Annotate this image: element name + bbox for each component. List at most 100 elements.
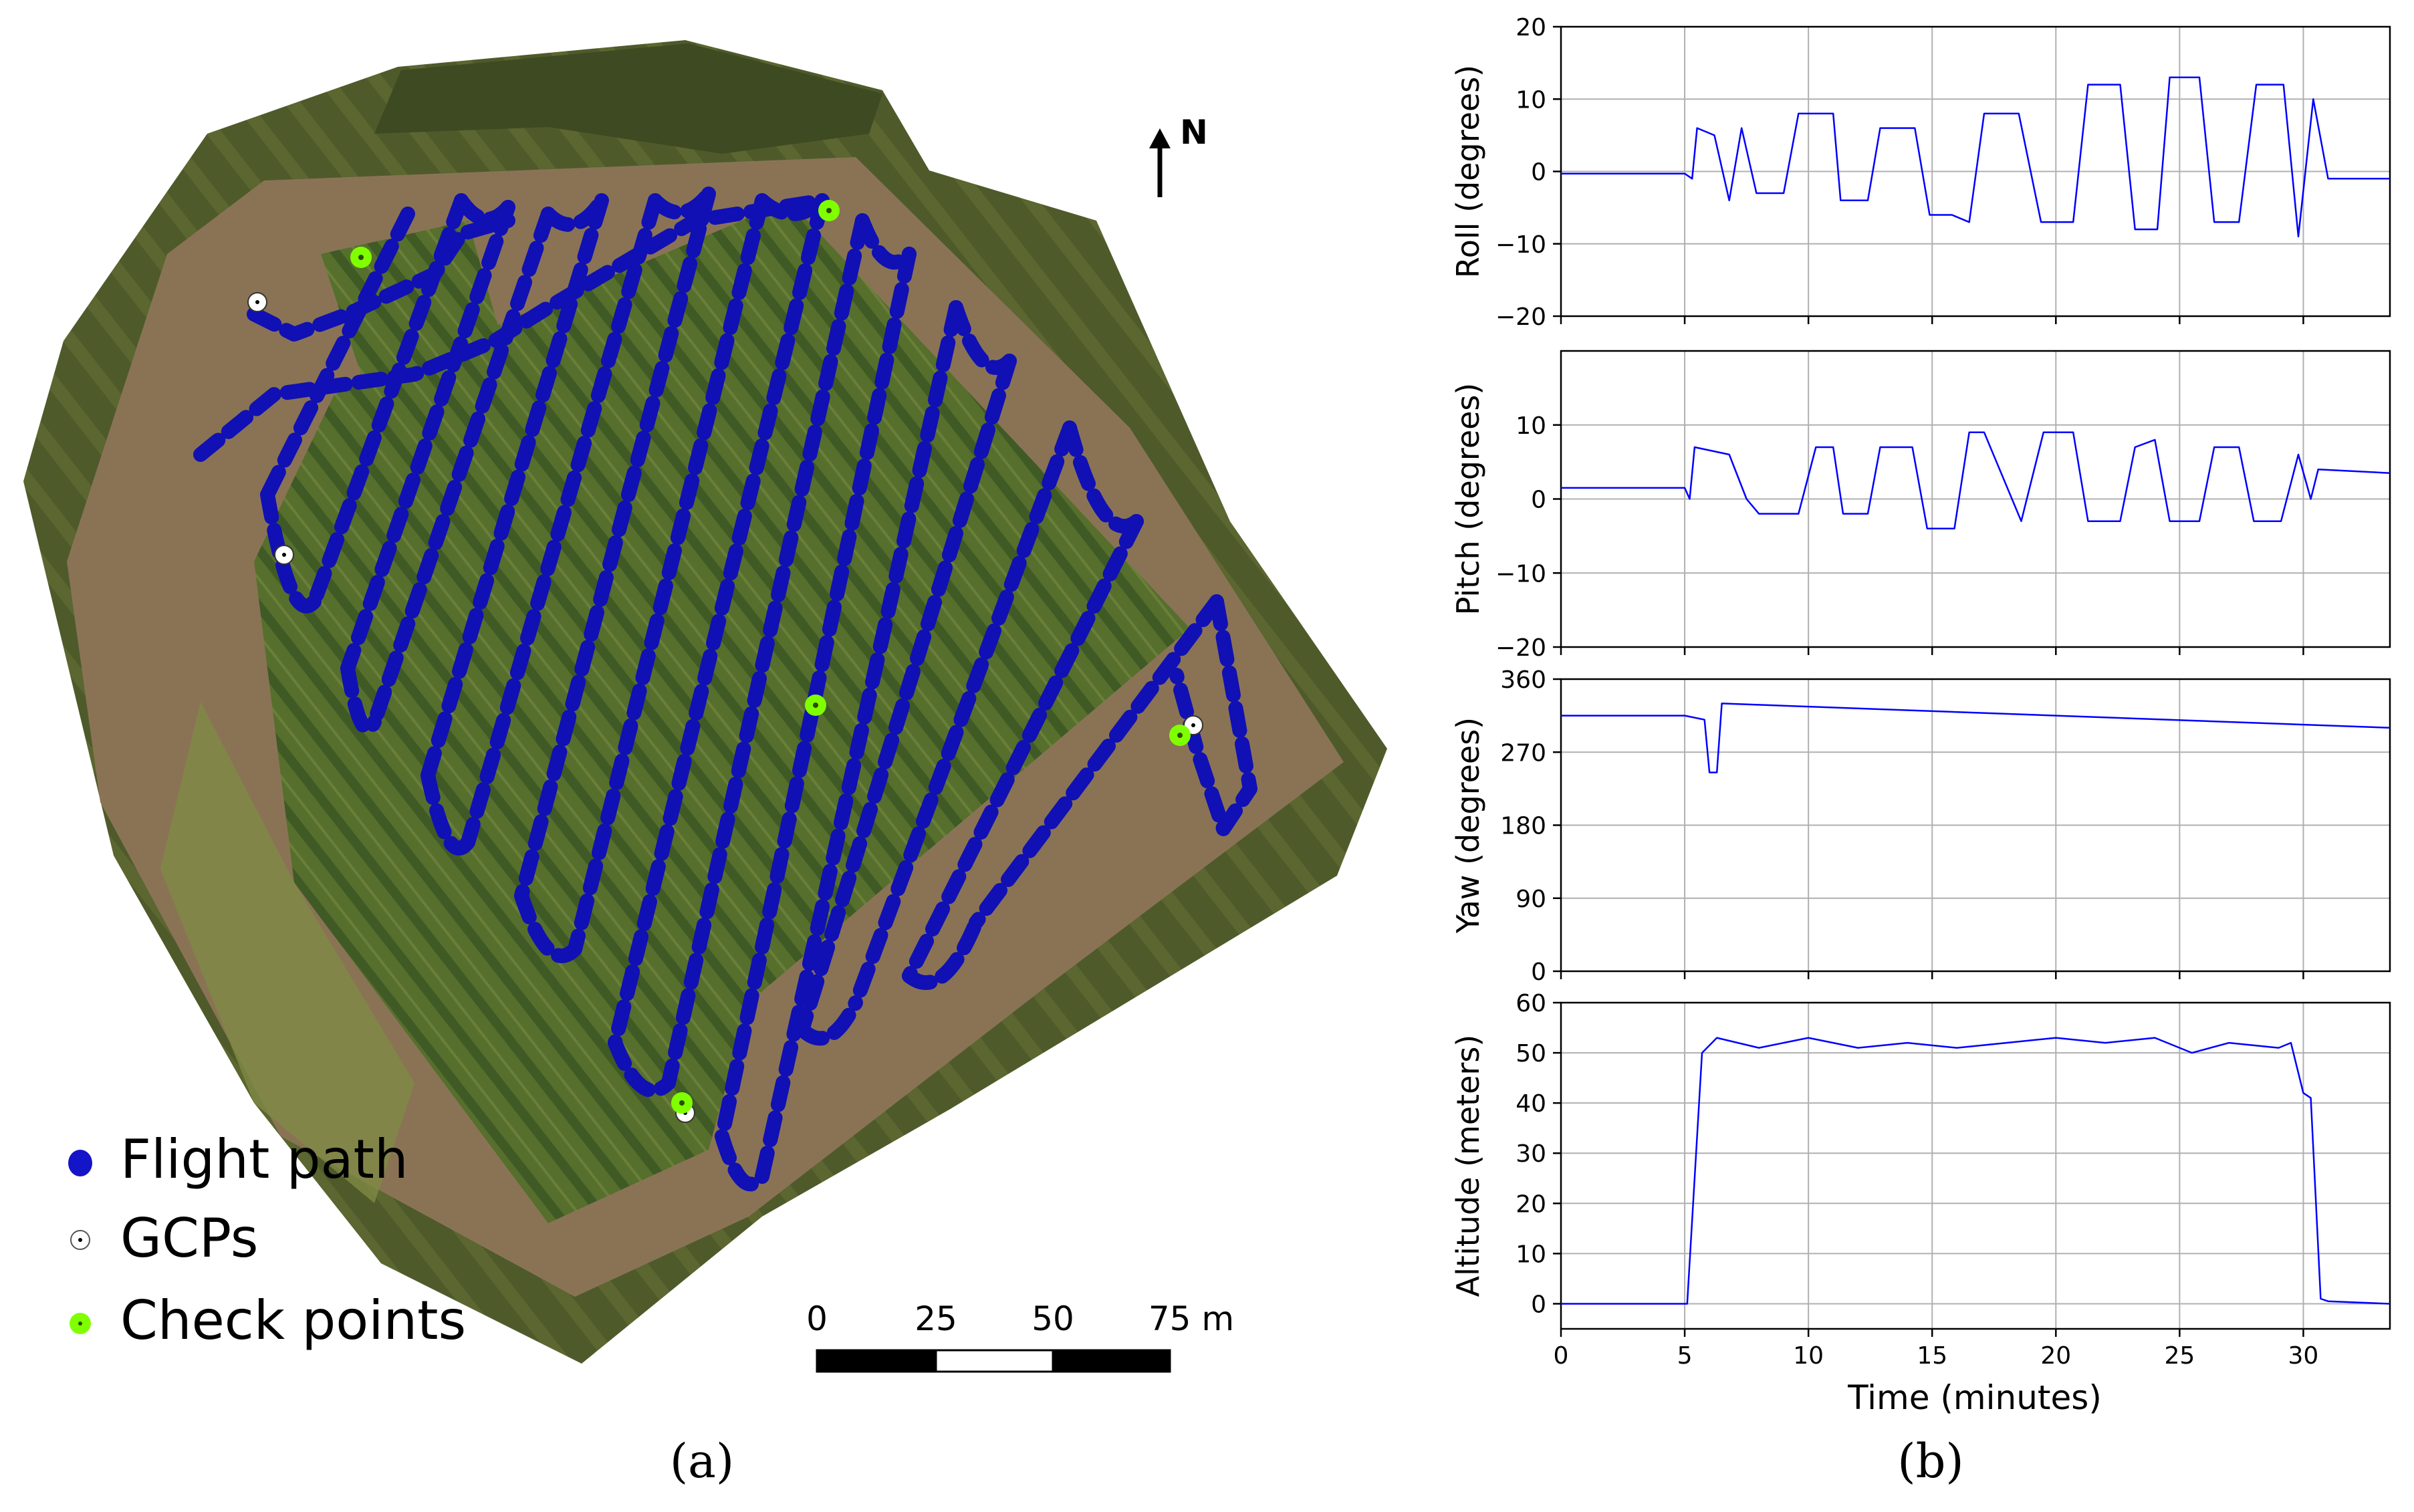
x-tick-label: 15	[1917, 1342, 1947, 1370]
y-tick-label: −20	[1495, 634, 1546, 662]
flight-path-pass	[795, 354, 1017, 1037]
flight-path-connector	[193, 193, 830, 462]
x-tick-label: 30	[2288, 1342, 2319, 1370]
y-tick-label: 20	[1516, 14, 1546, 41]
scale-tick-0: 0	[806, 1299, 828, 1338]
gcp-center	[255, 300, 259, 304]
flight-path-turn	[795, 995, 863, 1046]
flight-path-legend-icon	[68, 1150, 92, 1176]
x-tick-label: 5	[1677, 1342, 1693, 1370]
check-point-center	[679, 1100, 685, 1106]
roll-chart: −20 −10 0 10 20 Roll (degrees)	[1450, 14, 2391, 331]
flight-path-turn	[608, 1035, 676, 1098]
y-tick-label: 10	[1516, 86, 1546, 114]
flight-path-turn	[715, 1129, 769, 1192]
pitch-chart: −20 −10 0 10 Pitch (degrees)	[1450, 350, 2391, 662]
y-tick-label: −20	[1495, 303, 1546, 331]
flight-path-turn	[902, 915, 983, 990]
flight-path-turn	[340, 661, 382, 736]
flight-path-pass	[420, 193, 609, 783]
scale-tick-50: 50	[1032, 1299, 1074, 1338]
y-tick-label: 270	[1500, 739, 1546, 767]
flight-path-pass	[902, 514, 1144, 983]
check-point-center	[1177, 733, 1183, 738]
scale-tick-75: 75 m	[1149, 1299, 1234, 1338]
flight-path-pass	[568, 193, 769, 957]
flight-path-pass	[340, 200, 515, 676]
check-point-legend-dot	[78, 1321, 82, 1326]
y-tick-label: 50	[1516, 1040, 1546, 1067]
flight-path-pass	[514, 186, 716, 903]
flight-path-pass	[969, 594, 1224, 930]
y-tick-label: 360	[1500, 666, 1546, 694]
x-tick-label: 25	[2164, 1342, 2195, 1370]
y-tick-label: 0	[1531, 959, 1546, 986]
check-point-center	[358, 255, 364, 260]
altitude-axes-frame	[1560, 1001, 2391, 1330]
x-tick-label: 10	[1793, 1342, 1824, 1370]
y-tick-label: 60	[1516, 990, 1546, 1017]
gcp-legend-dot	[78, 1238, 82, 1242]
x-tick-label: 20	[2040, 1342, 2071, 1370]
check-point-marker	[805, 695, 826, 716]
y-tick-label: −10	[1495, 560, 1546, 588]
caption-a: (a)	[670, 1434, 734, 1489]
gcp-center	[1191, 723, 1195, 727]
y-tick-label: 40	[1516, 1090, 1546, 1118]
flight-path-pass	[755, 300, 963, 1184]
map-legend: Flight path GCPs Check points	[68, 1128, 466, 1352]
yaw-series-line	[1561, 703, 2391, 773]
scale-bar: 0 25 50 75 m	[806, 1299, 1234, 1373]
crop-block	[254, 201, 1190, 1223]
pitch-y-axis-label: Pitch (degrees)	[1450, 383, 1486, 616]
north-label: N	[1180, 113, 1208, 152]
y-tick-label: 90	[1516, 886, 1546, 913]
y-tick-label: −10	[1495, 231, 1546, 259]
y-tick-label: 0	[1531, 1291, 1546, 1318]
left-field	[160, 702, 414, 1203]
x-axis-label: Time (minutes)	[1847, 1378, 2102, 1417]
yaw-y-axis-label: Yaw (degrees)	[1450, 717, 1486, 934]
altitude-series-line	[1561, 1037, 2391, 1305]
yaw-chart: 0 90 180 270 360 Yaw (degrees)	[1450, 666, 2391, 986]
check-point-center	[813, 703, 818, 708]
flight-path-pass	[661, 213, 870, 1090]
altitude-chart: 0 10 20 30 40 50 60 0 5 10 15 20 25 30 Altitude (meter…	[1450, 990, 2391, 1370]
flight-path-pass	[367, 207, 556, 729]
time-series-panel: −20 −10 0 10 20 Roll (degrees) −20 −10 0 10 Pitch …	[1450, 14, 2391, 1370]
scale-segment-3	[1052, 1349, 1171, 1373]
gcp-marker	[247, 292, 267, 312]
y-tick-label: 10	[1516, 412, 1546, 440]
scale-tick-25: 25	[915, 1299, 957, 1338]
scale-segment-2	[935, 1349, 1054, 1373]
altitude-y-axis-label: Altitude (meters)	[1450, 1035, 1486, 1297]
gcp-marker	[274, 545, 294, 565]
y-tick-label: 0	[1531, 487, 1546, 514]
y-tick-label: 10	[1516, 1241, 1546, 1268]
legend-gcps: GCPs	[120, 1207, 258, 1269]
check-point-marker	[1169, 725, 1191, 746]
gcp-center	[282, 553, 286, 557]
legend-flight-path: Flight path	[120, 1128, 408, 1190]
y-tick-label: 20	[1516, 1190, 1546, 1218]
y-tick-label: 0	[1531, 159, 1546, 186]
check-point-center	[826, 208, 832, 213]
tree-line	[374, 43, 882, 154]
flight-path-turn	[260, 487, 322, 614]
x-tick-label: 0	[1554, 1342, 1569, 1370]
roll-series-line	[1561, 76, 2390, 238]
legend-check-points: Check points	[120, 1289, 466, 1352]
roll-y-axis-label: Roll (degrees)	[1450, 65, 1486, 278]
caption-b: (b)	[1897, 1434, 1963, 1489]
north-arrow-head	[1149, 128, 1171, 148]
flight-path	[193, 186, 1257, 1192]
pitch-series-line	[1561, 431, 2391, 530]
y-tick-label: 180	[1500, 813, 1546, 840]
flight-path-pass	[461, 193, 662, 850]
check-point-marker	[671, 1092, 693, 1114]
check-point-marker	[350, 247, 372, 268]
flight-path-pass	[307, 193, 469, 609]
scale-segment-1	[816, 1349, 937, 1373]
aerial-map-panel: N Flight path GCPs Check points 0 25 50 …	[23, 40, 1387, 1489]
